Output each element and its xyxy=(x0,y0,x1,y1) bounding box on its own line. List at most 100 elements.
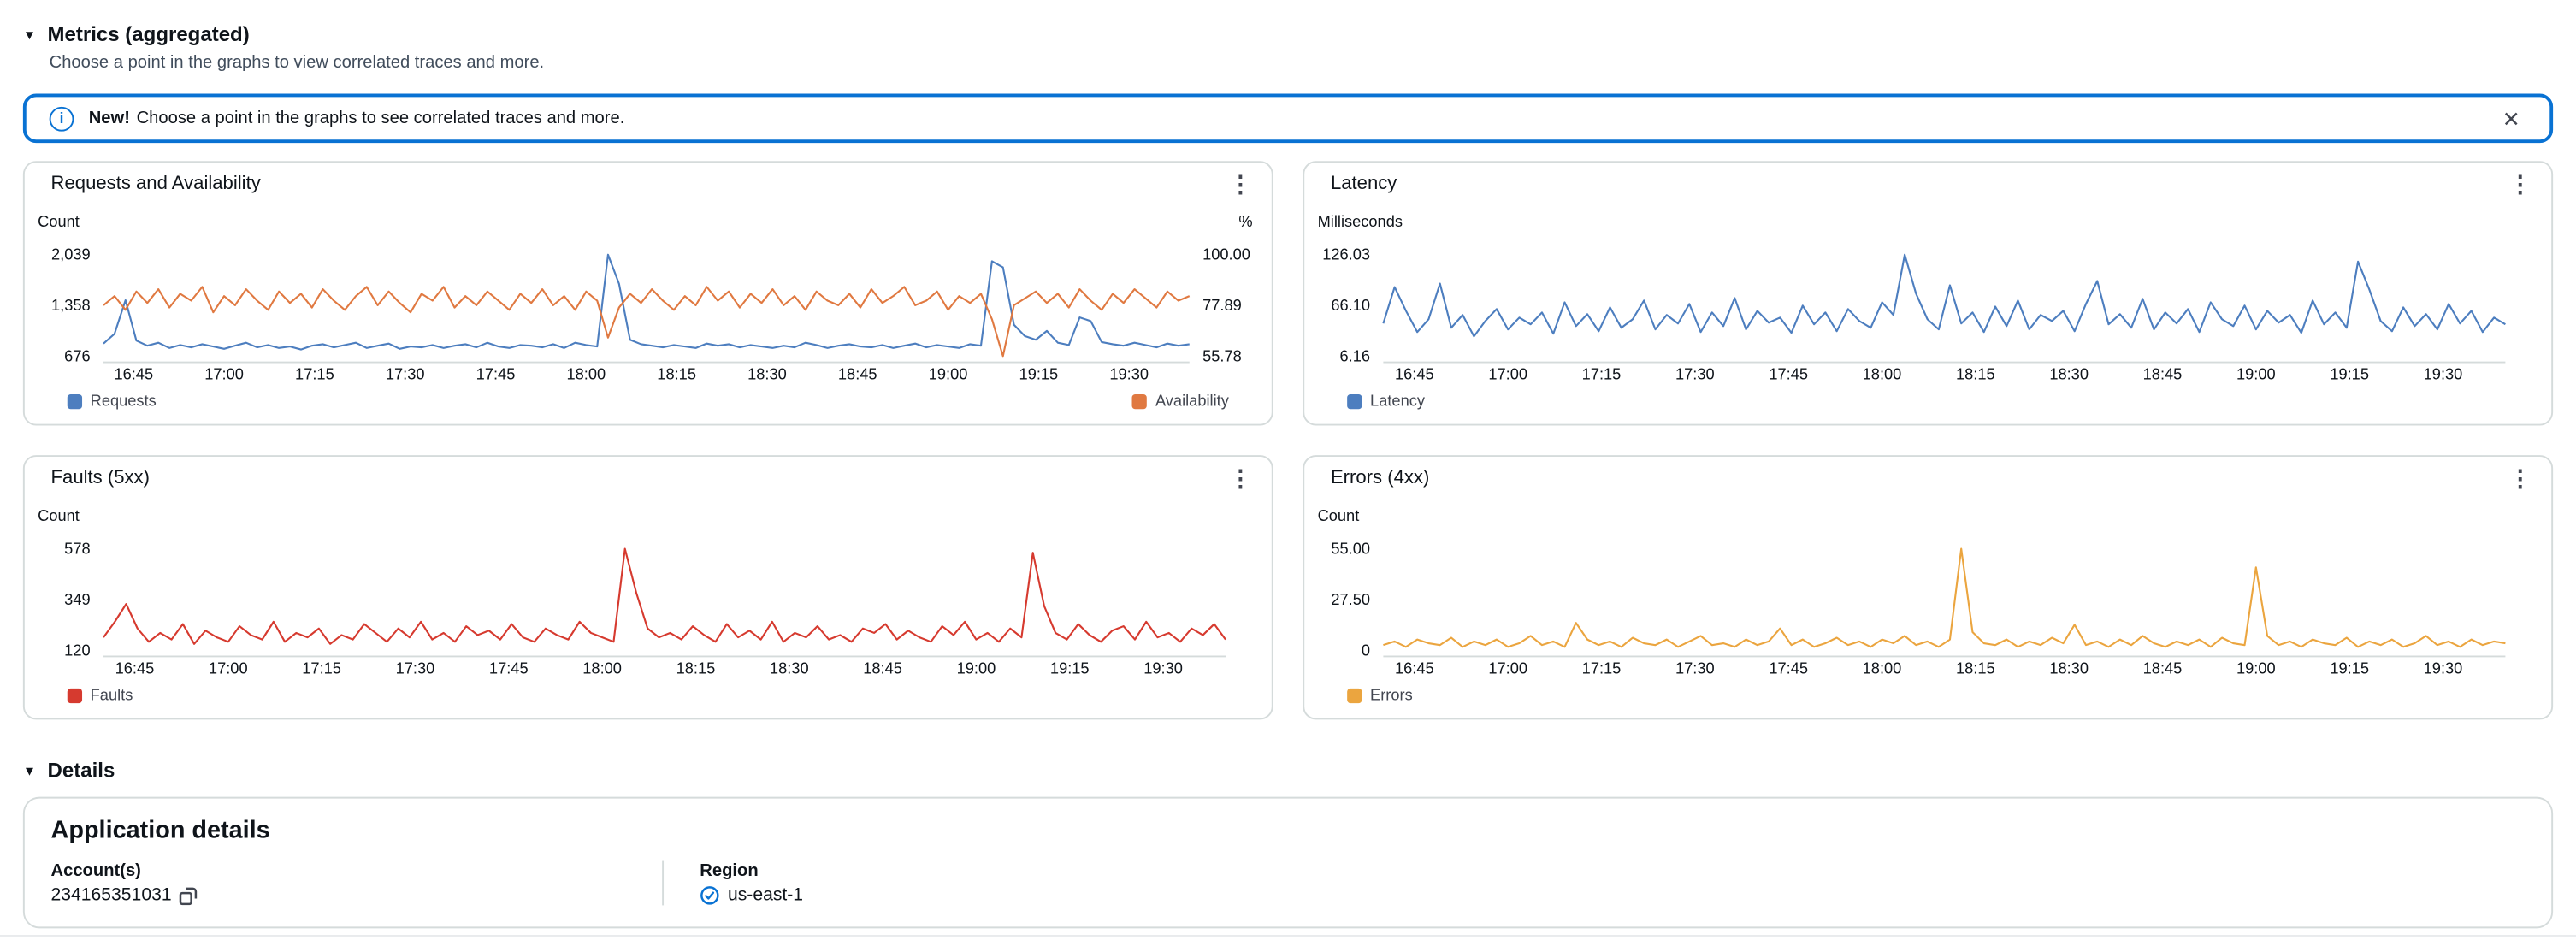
region-status-icon xyxy=(700,886,719,905)
series-line-errors xyxy=(1383,547,2506,648)
y-axis-unit-label: Milliseconds xyxy=(1317,213,1403,232)
chart-plot-area[interactable] xyxy=(25,457,1272,719)
chart-actions-kebab-button[interactable]: ⋮ xyxy=(1217,168,1263,202)
chart-plot-area[interactable] xyxy=(1304,163,2551,425)
banner-close-button[interactable]: ✕ xyxy=(2496,104,2526,133)
y-axis-tick-label: 0 xyxy=(1361,642,1371,661)
y-axis-tick-label: 126.03 xyxy=(1322,246,1371,265)
series-line-requests xyxy=(103,253,1190,351)
x-axis-tick-label: 19:30 xyxy=(1143,660,1183,679)
x-axis-tick-label: 16:45 xyxy=(115,660,155,679)
y-axis-unit-label: Count xyxy=(38,507,80,526)
chart-plot-area[interactable] xyxy=(25,163,1272,425)
x-axis-tick-label: 18:00 xyxy=(566,366,606,385)
x-axis-tick-label: 17:45 xyxy=(1769,366,1809,385)
series-line-availability xyxy=(103,286,1191,358)
chart-legend: Errors xyxy=(1347,687,2508,705)
chart-card-errors-4xx: Errors (4xx) ⋮ Count 55.00 27.50 0 16:45 17:00 1… xyxy=(1303,455,2554,720)
metrics-section-subtitle: Choose a point in the graphs to view cor… xyxy=(49,52,545,73)
chart-plot-area[interactable] xyxy=(1304,457,2551,719)
chart-card-latency: Latency ⋮ Milliseconds 126.03 66.10 6.16 16:45… xyxy=(1303,161,2554,426)
y-axis-unit-label: Count xyxy=(38,213,80,232)
x-axis-tick-label: 18:15 xyxy=(1956,660,1995,679)
copy-account-id-button[interactable] xyxy=(180,886,198,905)
x-axis-tick-label: 18:30 xyxy=(2049,366,2089,385)
legend-item-faults[interactable]: Faults xyxy=(67,686,133,706)
copy-icon xyxy=(180,886,198,905)
legend-item-latency[interactable]: Latency xyxy=(1347,393,1425,411)
x-axis-tick-label: 19:00 xyxy=(2236,366,2276,385)
chart-title: Latency xyxy=(1330,174,1397,194)
x-axis-tick-label: 18:00 xyxy=(1862,660,1902,679)
x-axis-tick-label: 19:15 xyxy=(2330,660,2369,679)
info-icon: i xyxy=(49,105,74,131)
legend-label: Requests xyxy=(90,393,157,411)
metrics-section: ▼ Metrics (aggregated) Choose a point in… xyxy=(23,23,2553,74)
y-axis-tick-label: 66.10 xyxy=(1331,297,1371,316)
details-section-header[interactable]: ▼ Details xyxy=(23,759,2553,783)
legend-item-requests[interactable]: Requests xyxy=(67,393,157,411)
chart-title: Faults (5xx) xyxy=(50,468,150,488)
x-axis-tick-label: 19:00 xyxy=(956,660,996,679)
chart-title: Requests and Availability xyxy=(50,174,261,194)
chart-card-faults-5xx: Faults (5xx) ⋮ Count 578 349 120 16:45 17:00 17:… xyxy=(22,455,1273,720)
x-axis-tick-label: 17:00 xyxy=(1488,660,1528,679)
x-axis-tick-label: 16:45 xyxy=(1395,366,1434,385)
x-axis-tick-label: 18:30 xyxy=(769,660,809,679)
y-axis-tick-label: 27.50 xyxy=(1331,591,1371,610)
metrics-section-header[interactable]: ▼ Metrics (aggregated) xyxy=(23,23,2553,48)
collapse-caret-icon: ▼ xyxy=(22,27,37,42)
x-axis-tick-label: 17:15 xyxy=(1581,660,1622,679)
x-axis-tick-label: 19:00 xyxy=(928,366,968,385)
x-axis-tick-label: 18:45 xyxy=(863,660,902,679)
region-field-label: Region xyxy=(700,860,759,881)
legend-swatch-icon xyxy=(1347,688,1362,704)
legend-label: Latency xyxy=(1370,393,1425,411)
account-id-value: 234165351031 xyxy=(50,885,172,906)
x-axis-tick-label: 19:00 xyxy=(2236,660,2276,679)
chart-legend: Requests Availability xyxy=(67,393,1229,411)
chart-actions-kebab-button[interactable]: ⋮ xyxy=(1217,462,1263,496)
chart-actions-kebab-button[interactable]: ⋮ xyxy=(2497,168,2544,202)
x-axis-tick-label: 18:15 xyxy=(1956,366,1995,385)
account-field-label: Account(s) xyxy=(50,860,141,881)
y-axis-unit-label: Count xyxy=(1317,507,1360,526)
x-axis-tick-label: 17:45 xyxy=(488,660,529,679)
y-axis-tick-label: 1,358 xyxy=(50,297,91,316)
x-axis-tick-label: 19:15 xyxy=(1019,366,1059,385)
x-axis-tick-label: 19:30 xyxy=(1109,366,1149,385)
legend-label: Faults xyxy=(90,686,133,706)
legend-label: Errors xyxy=(1370,686,1413,706)
chart-actions-kebab-button[interactable]: ⋮ xyxy=(2497,462,2544,496)
legend-swatch-icon xyxy=(67,688,83,704)
collapse-caret-icon: ▼ xyxy=(22,763,37,778)
x-axis-tick-label: 17:30 xyxy=(1675,660,1715,679)
x-axis-tick-label: 19:30 xyxy=(2423,660,2463,679)
x-axis-tick-label: 19:15 xyxy=(1049,660,1090,679)
legend-swatch-icon xyxy=(1132,394,1148,410)
account-field: Account(s) 234165351031 xyxy=(50,860,663,906)
chart-title: Errors (4xx) xyxy=(1330,468,1430,488)
metrics-section-title: Metrics (aggregated) xyxy=(47,22,250,46)
x-axis-tick-label: 17:00 xyxy=(1488,366,1528,385)
x-axis-tick-label: 17:15 xyxy=(295,366,334,385)
x-axis-tick-label: 17:15 xyxy=(1581,366,1622,385)
right-axis-tick-label: 100.00 xyxy=(1202,246,1250,265)
x-axis-tick-label: 18:30 xyxy=(2049,660,2089,679)
banner-text: New! Choose a point in the graphs to see … xyxy=(89,109,625,128)
region-value: us-east-1 xyxy=(727,885,804,906)
y-axis-tick-label: 55.00 xyxy=(1331,540,1371,559)
chart-legend: Faults xyxy=(67,686,1229,706)
x-axis-tick-label: 18:00 xyxy=(582,660,622,679)
x-axis-tick-label: 19:30 xyxy=(2423,366,2463,385)
series-line-latency xyxy=(1382,253,2506,338)
y-axis-tick-label: 120 xyxy=(64,642,91,661)
details-section-title: Details xyxy=(47,759,115,783)
section-divider xyxy=(0,935,2576,937)
charts-grid: Requests and Availability ⋮ Count 2,039 1,35… xyxy=(22,161,2554,720)
banner-message: Choose a point in the graphs to see corr… xyxy=(136,108,625,128)
y-axis-tick-label: 676 xyxy=(64,348,91,367)
legend-item-availability[interactable]: Availability xyxy=(1132,393,1229,411)
legend-item-errors[interactable]: Errors xyxy=(1347,687,1413,705)
x-axis-tick-label: 17:00 xyxy=(208,660,248,679)
